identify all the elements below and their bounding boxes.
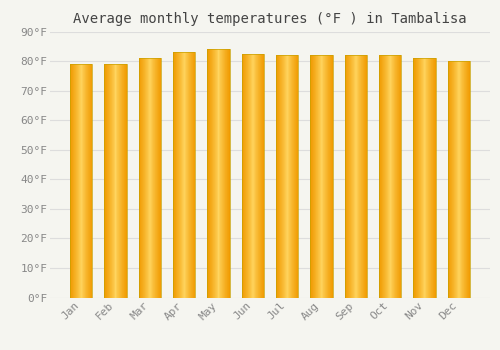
Bar	[448, 61, 470, 297]
Bar	[138, 58, 161, 298]
Bar	[310, 55, 332, 298]
Title: Average monthly temperatures (°F ) in Tambalisa: Average monthly temperatures (°F ) in Ta…	[73, 12, 467, 26]
Bar	[173, 52, 196, 298]
Bar	[414, 58, 436, 298]
Bar	[242, 54, 264, 298]
Bar	[70, 64, 92, 298]
Bar	[379, 55, 402, 298]
Bar	[104, 64, 126, 298]
Bar	[208, 49, 230, 298]
Bar	[276, 55, 298, 298]
Bar	[344, 55, 367, 298]
